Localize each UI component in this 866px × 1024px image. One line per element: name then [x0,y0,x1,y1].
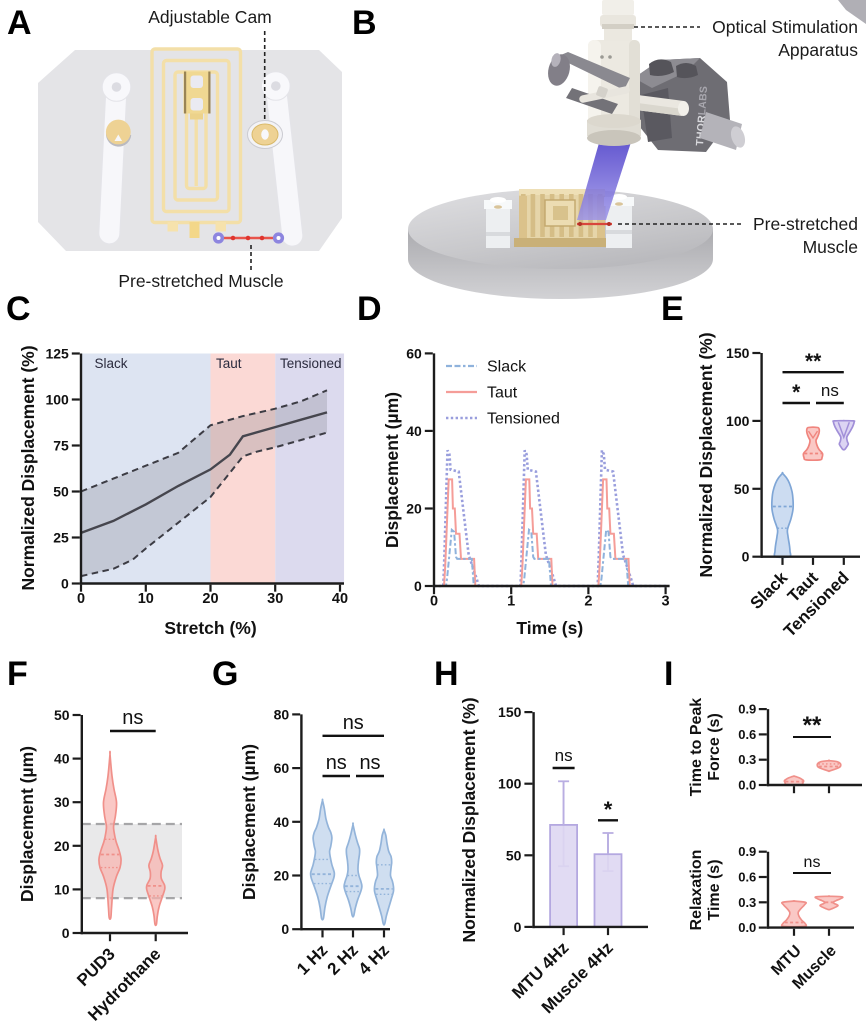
svg-text:Normalized Displacement (%): Normalized Displacement (%) [459,697,479,942]
svg-text:Optical Stimulation: Optical Stimulation [712,17,858,37]
svg-text:*: * [604,797,613,822]
svg-text:Taut: Taut [487,385,518,402]
svg-text:H: H [434,655,459,693]
svg-text:0: 0 [514,919,522,935]
svg-text:Stretch (%): Stretch (%) [164,618,256,638]
svg-text:20: 20 [202,591,218,607]
svg-text:Tensioned: Tensioned [280,356,342,371]
svg-text:0.3: 0.3 [738,895,756,910]
svg-text:50: 50 [506,847,522,863]
svg-text:150: 150 [726,345,750,361]
svg-text:Force (s): Force (s) [706,713,723,781]
svg-text:75: 75 [53,438,69,454]
svg-text:0.0: 0.0 [738,920,756,935]
svg-text:Slack: Slack [487,359,527,376]
svg-text:20: 20 [406,501,422,517]
svg-text:F: F [7,655,28,693]
svg-text:Displacement (µm): Displacement (µm) [239,744,259,900]
svg-text:0.3: 0.3 [738,752,756,767]
svg-text:0: 0 [430,594,438,610]
svg-text:50: 50 [53,484,69,500]
svg-text:Relaxation: Relaxation [688,850,705,931]
svg-text:1: 1 [507,594,515,610]
svg-text:ns: ns [343,712,364,734]
svg-text:0: 0 [61,576,69,592]
svg-text:Tensioned: Tensioned [487,411,560,428]
svg-text:Slack: Slack [95,356,128,371]
svg-text:**: ** [805,350,822,373]
svg-text:ns: ns [326,752,347,774]
svg-text:ns: ns [555,746,573,765]
svg-text:30: 30 [54,794,70,810]
svg-text:0.0: 0.0 [738,778,756,793]
svg-text:Normalized Displacement (%): Normalized Displacement (%) [696,332,716,577]
svg-text:Displacement (µm): Displacement (µm) [382,392,402,548]
svg-text:60: 60 [274,760,290,776]
svg-text:10: 10 [54,881,70,897]
svg-text:10: 10 [138,591,154,607]
svg-text:E: E [661,290,684,328]
svg-text:30: 30 [267,591,283,607]
svg-text:0: 0 [62,925,70,941]
svg-text:Displacement (µm): Displacement (µm) [17,746,37,902]
svg-text:20: 20 [274,868,290,884]
svg-text:Time to Peak: Time to Peak [688,698,705,797]
svg-text:50: 50 [734,481,750,497]
svg-text:ns: ns [804,854,821,871]
svg-text:G: G [212,655,238,693]
svg-text:Pre-stretched Muscle: Pre-stretched Muscle [118,271,283,291]
svg-text:20: 20 [54,838,70,854]
svg-text:80: 80 [274,706,290,722]
svg-text:3: 3 [662,594,670,610]
svg-text:40: 40 [332,591,348,607]
svg-text:2: 2 [584,594,592,610]
svg-text:Adjustable Cam: Adjustable Cam [148,7,272,27]
svg-text:D: D [357,290,382,328]
svg-text:100: 100 [498,776,522,792]
svg-text:ns: ns [359,752,380,774]
svg-text:Normalized Displacement (%): Normalized Displacement (%) [18,345,38,590]
svg-text:C: C [6,290,31,328]
svg-text:0: 0 [281,921,289,937]
svg-text:60: 60 [406,345,422,361]
svg-text:Taut: Taut [216,356,242,371]
svg-text:**: ** [803,712,822,739]
svg-text:40: 40 [54,751,70,767]
svg-text:0.9: 0.9 [738,844,756,859]
svg-text:25: 25 [53,530,69,546]
svg-text:ns: ns [122,707,143,729]
svg-text:0: 0 [414,578,422,594]
svg-text:A: A [7,4,32,42]
svg-text:ns: ns [821,381,839,400]
svg-text:0: 0 [742,549,750,565]
svg-text:Pre-stretched: Pre-stretched [753,214,858,234]
svg-text:0.6: 0.6 [738,870,756,885]
svg-text:*: * [792,381,801,404]
svg-text:100: 100 [45,392,69,408]
svg-text:B: B [352,4,377,42]
svg-text:0.6: 0.6 [738,727,756,742]
svg-text:0: 0 [77,591,85,607]
svg-text:Time (s): Time (s) [516,618,583,638]
svg-text:Time (s): Time (s) [706,859,723,920]
svg-text:50: 50 [54,707,70,723]
svg-text:100: 100 [726,413,750,429]
svg-text:125: 125 [45,346,69,362]
svg-text:0.9: 0.9 [738,702,756,717]
svg-text:150: 150 [498,704,522,720]
svg-text:Muscle: Muscle [803,237,858,257]
svg-text:Apparatus: Apparatus [778,40,858,60]
svg-text:40: 40 [274,814,290,830]
svg-text:I: I [664,655,673,693]
svg-text:40: 40 [406,423,422,439]
